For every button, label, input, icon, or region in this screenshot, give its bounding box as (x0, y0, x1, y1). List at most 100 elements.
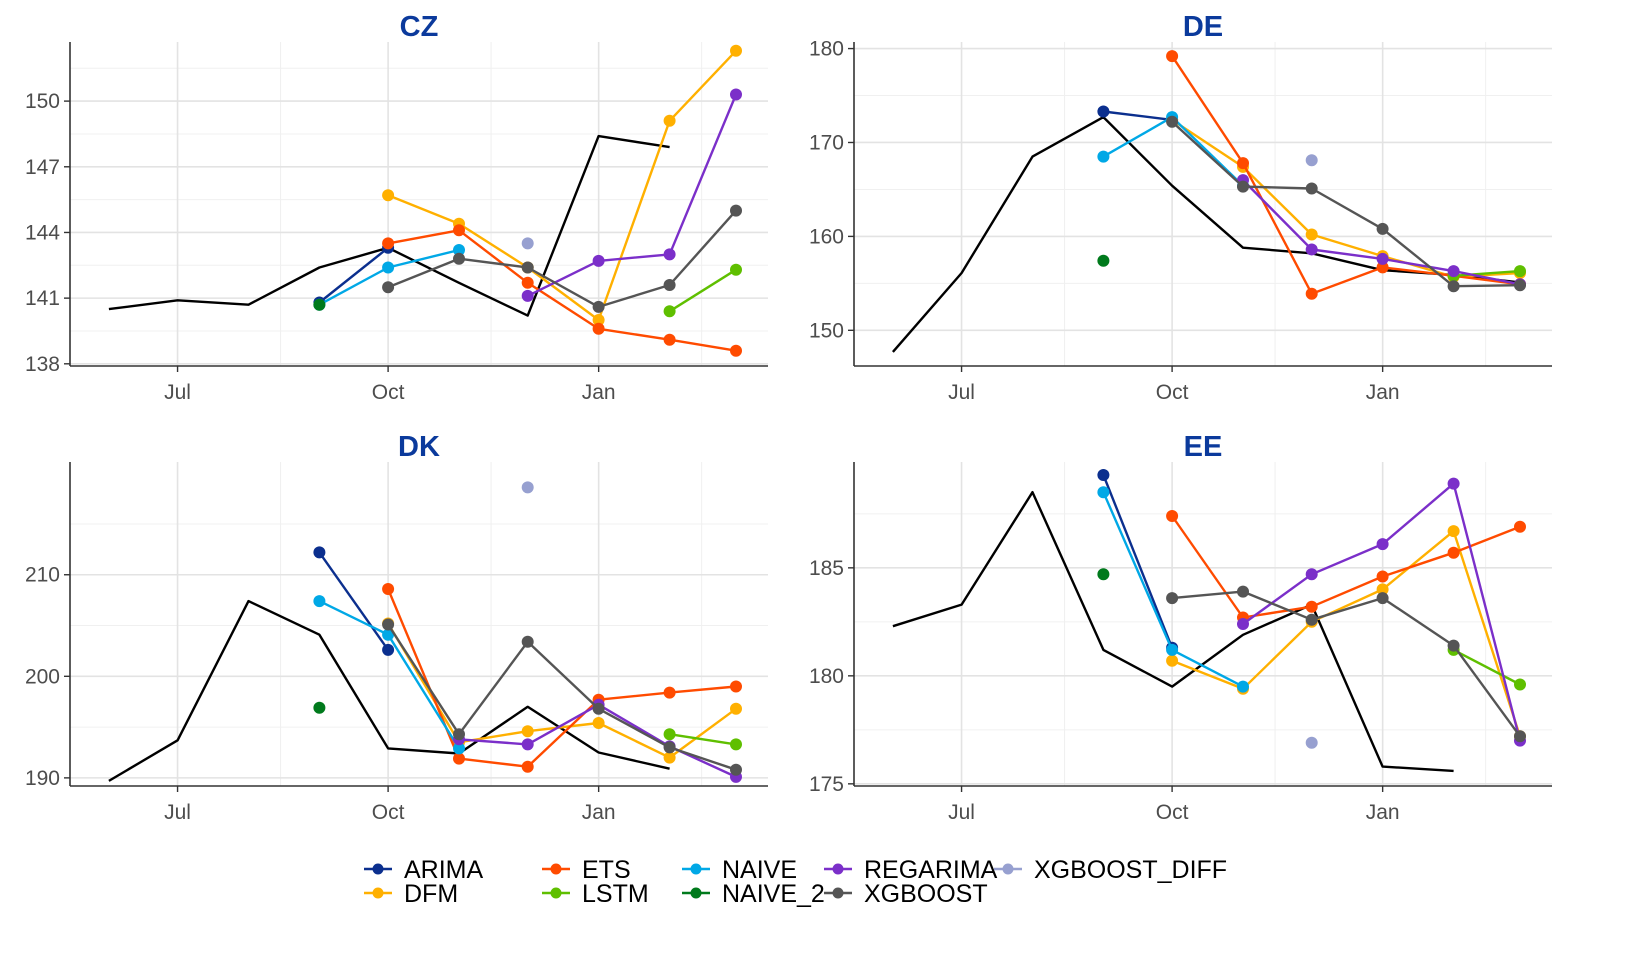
x-tick-label: Jul (948, 381, 975, 404)
legend-label: LSTM (582, 880, 649, 908)
data-point (730, 344, 742, 357)
data-point (521, 725, 534, 738)
data-point (382, 189, 395, 202)
y-tick-label: 141 (25, 287, 60, 310)
data-point (1305, 568, 1318, 581)
x-tick-label: Oct (1156, 381, 1189, 404)
data-point (1305, 243, 1318, 256)
legend-label: ARIMA (404, 856, 484, 884)
data-point (1514, 678, 1526, 691)
y-tick-label: 150 (25, 90, 60, 113)
data-point (1305, 228, 1318, 241)
panel-ee: EE 175 180 185 Jul Oct Jan (809, 431, 1552, 824)
data-point (1447, 280, 1460, 293)
data-point (730, 702, 742, 715)
y-tick-label: 210 (25, 564, 60, 587)
data-point (1305, 613, 1318, 626)
series-line (669, 733, 737, 746)
series-line (387, 209, 737, 309)
panel-dk: DK 190 200 210 Jul Oct Jan (25, 431, 768, 824)
series-lstm-dk (663, 728, 742, 751)
data-point (1447, 546, 1460, 559)
data-point (453, 244, 465, 256)
data-point (1237, 680, 1249, 693)
grid-de (854, 42, 1552, 366)
data-point (1376, 592, 1389, 605)
data-point (730, 44, 742, 57)
panels: CZ 138 141 144 147 150 Jul Oct Jan DE 150 160 170 180… (25, 11, 1552, 824)
data-point (592, 314, 605, 326)
data-point (521, 237, 534, 250)
actual-line-ee (892, 491, 1454, 773)
legend-label: XGBOOST_DIFF (1034, 856, 1227, 884)
data-point (663, 279, 676, 291)
data-point (313, 298, 326, 311)
data-point (730, 680, 742, 693)
data-point (1376, 538, 1389, 551)
y-tick-label: 147 (25, 156, 60, 179)
y-tick-label: 190 (25, 767, 60, 790)
data-point (1166, 115, 1179, 128)
data-point (521, 635, 534, 648)
x-tick-label: Jul (164, 801, 191, 824)
legend-entry-arima: ARIMA (364, 856, 484, 884)
legend-label: REGARIMA (864, 856, 998, 884)
data-point (663, 741, 676, 754)
data-point (453, 728, 465, 741)
series-line (527, 94, 738, 297)
data-point (1237, 157, 1249, 170)
panel-de: DE 150 160 170 180 Jul Oct Jan (809, 11, 1552, 404)
legend-entry-ets: ETS (542, 856, 631, 884)
series-line (1103, 110, 1173, 122)
series-line (318, 246, 389, 304)
data-point (1376, 570, 1389, 583)
x-tick-label: Oct (372, 381, 405, 404)
series-line (1102, 474, 1174, 649)
data-point (1166, 592, 1179, 605)
data-point (382, 261, 395, 274)
legend-entry-naive-2: NAIVE_2 (682, 880, 825, 908)
data-point (663, 686, 676, 699)
series-arima-dk (313, 546, 395, 656)
series-line (1171, 120, 1521, 288)
legend-entry-xgboost-diff: XGBOOST_DIFF (994, 856, 1227, 884)
data-point (1514, 730, 1526, 743)
legend-label: ETS (582, 856, 631, 884)
series-xgboost-diff-de (1305, 154, 1318, 167)
series-naive-dk (313, 595, 465, 755)
legend-key-point (690, 887, 702, 899)
data-point (521, 261, 534, 274)
legend-label: NAIVE_2 (722, 880, 825, 908)
data-point (730, 763, 742, 776)
data-point (663, 333, 676, 346)
panel-title-dk: DK (398, 431, 440, 463)
data-point (592, 702, 605, 715)
actual-line-dk (108, 599, 670, 782)
data-point (1097, 150, 1110, 163)
legend-entry-regarima: REGARIMA (824, 856, 998, 884)
series-dfm-dk (382, 617, 742, 764)
series-line (387, 229, 737, 352)
data-point (453, 252, 465, 265)
data-point (1376, 222, 1389, 235)
data-point (1305, 154, 1318, 167)
series-line (1171, 590, 1521, 738)
series-xgboost-diff-ee (1305, 736, 1318, 749)
series-xgboost-dk (382, 618, 742, 776)
data-point (1097, 105, 1110, 118)
data-point (1305, 287, 1318, 300)
series-line (1171, 529, 1522, 737)
data-point (592, 300, 605, 313)
y-tick-label: 170 (809, 131, 844, 154)
data-point (1166, 654, 1179, 667)
series-line (1171, 515, 1521, 619)
data-point (313, 701, 326, 714)
data-point (453, 752, 465, 765)
y-tick-label: 144 (25, 221, 60, 244)
legend-label: DFM (404, 880, 458, 908)
data-point (1305, 182, 1318, 195)
data-point (1237, 585, 1249, 598)
series-line (668, 268, 737, 313)
legend-key-point (372, 863, 384, 875)
series-naive-ee (1097, 486, 1249, 693)
